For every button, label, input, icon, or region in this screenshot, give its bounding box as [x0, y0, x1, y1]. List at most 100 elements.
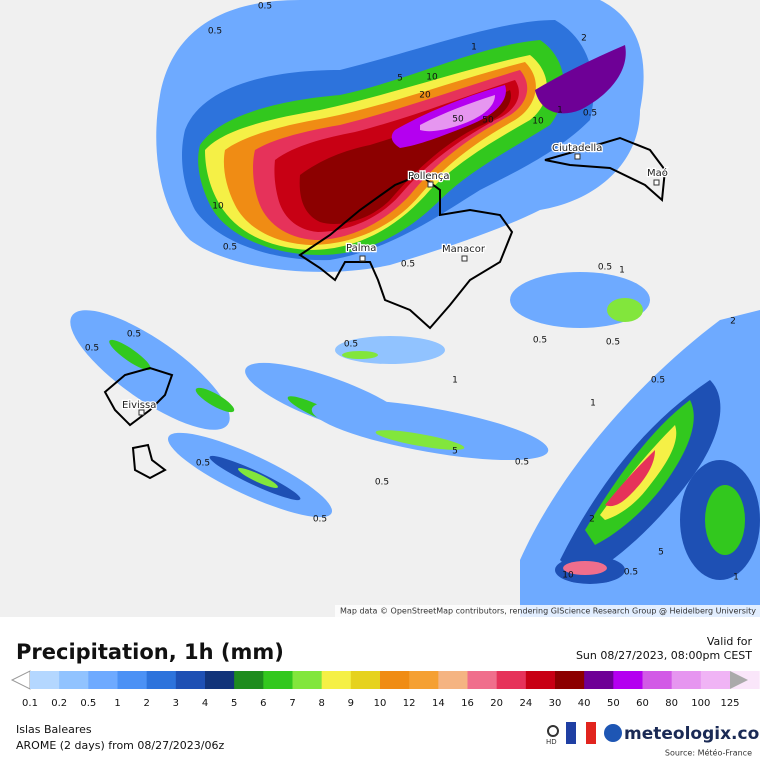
zoom-icon	[547, 725, 559, 737]
contour-label: 1	[557, 106, 563, 116]
place-label: Ciutadella	[552, 143, 602, 154]
contour-label: 0.5	[208, 27, 222, 37]
contour-label: 0.5	[344, 340, 358, 350]
contour-label: 0.5	[515, 458, 529, 468]
contour-label: 20	[419, 91, 431, 101]
colorbar-segment	[409, 671, 439, 689]
colorbar-label: 0.2	[51, 698, 67, 709]
colorbar-label: 10	[374, 698, 387, 709]
precip-bands	[70, 272, 760, 617]
contour-label: 0.5	[196, 459, 210, 469]
contour-label: 1	[619, 266, 625, 276]
colorbar-above	[730, 671, 748, 689]
attribution-bg	[335, 605, 760, 617]
place-label: Pollença	[408, 171, 449, 182]
colorbar-label: 16	[461, 698, 474, 709]
contour-label: 1	[452, 376, 458, 386]
colorbar-segment	[234, 671, 264, 689]
contour-label: 10	[426, 73, 438, 83]
contour-label: 10	[562, 571, 574, 581]
colorbar-segment	[292, 671, 323, 689]
hd: HD	[546, 738, 557, 746]
colorbar-label: 60	[636, 698, 649, 709]
contour-label: 0.5	[223, 243, 237, 253]
contour-label: 0.5	[583, 109, 597, 119]
contour-label: 0.5	[258, 2, 272, 12]
colorbar-segment	[350, 671, 381, 689]
contour-label: 0.5	[375, 478, 389, 488]
map: Palma Pollença Manacor Ciutadella Maó Ei…	[0, 0, 760, 617]
colorbar-segment	[496, 671, 527, 689]
contour-labels: 0.5 0.5 1 5 10 20 50 50 10 2 1 0.5 10 0.5 0.5 0.5 1 2 0.5 0…	[85, 2, 739, 583]
colorbar: 0.1 0.2 0.5 1 2 3 4 5 6 7 8 9 10 12 14 16 20 24 30 40 50 60 80…	[10, 670, 760, 709]
contour-label: 1	[471, 43, 477, 53]
footer: Precipitation, 1h (mm) Valid for Sun 08/…	[10, 635, 760, 758]
contour-label: 1	[733, 573, 739, 583]
contour-label: 0.5	[401, 260, 415, 270]
place-label: Eivissa	[122, 400, 156, 411]
place-label: Maó	[647, 167, 668, 179]
colorbar-segment	[263, 671, 293, 689]
contour-label: 50	[482, 116, 494, 126]
colorbar-segment	[321, 671, 352, 689]
contour-label: 0.5	[127, 330, 141, 340]
logo-icon	[604, 724, 622, 742]
colorbar-label: 3	[173, 698, 179, 709]
colorbar-below	[10, 670, 31, 690]
colorbar-segment	[584, 671, 614, 689]
colorbar-label: 5	[231, 698, 237, 709]
contour-label: 1	[590, 399, 596, 409]
colorbar-label: 4	[202, 698, 208, 709]
colorbar-segment	[467, 671, 498, 689]
model: AROME (2 days) from 08/27/2023/06z	[16, 739, 225, 752]
coastlines	[103, 136, 667, 480]
contour-label: 0.5	[85, 344, 99, 354]
colorbar-label: 6	[260, 698, 266, 709]
contour-label: 10	[212, 202, 224, 212]
colorbar-label: 14	[432, 698, 445, 709]
colorbar-segment	[380, 671, 410, 689]
region: Islas Baleares	[16, 723, 92, 736]
contour-label: 0.5	[624, 568, 638, 578]
colorbar-segment	[88, 671, 118, 689]
contour-label: 0.5	[598, 263, 612, 273]
place-markers	[138, 153, 660, 416]
title: Precipitation, 1h (mm)	[16, 640, 284, 664]
colorbar-label: 12	[403, 698, 416, 709]
contour-label: 0.5	[606, 338, 620, 348]
colorbar-segment	[146, 671, 177, 689]
contour-label: 0.5	[651, 376, 665, 386]
place-label: Palma	[346, 243, 376, 254]
colorbar-label: 50	[607, 698, 620, 709]
colorbar-label: 30	[549, 698, 562, 709]
colorbar-label: 24	[519, 698, 532, 709]
contour-label: 0.5	[313, 515, 327, 525]
contour-label: 2	[730, 317, 736, 327]
colorbar-segment	[613, 671, 643, 689]
colorbar-segment	[438, 671, 468, 689]
colorbar-segment	[30, 671, 60, 689]
colorbar-label: 9	[348, 698, 354, 709]
contour-label: 5	[658, 548, 664, 558]
colorbar-label: 1	[114, 698, 120, 709]
contour-label: 5	[452, 447, 458, 457]
colorbar-segment	[700, 671, 731, 689]
colorbar-label: 40	[578, 698, 591, 709]
colorbar-segment	[555, 671, 585, 689]
source: Source: Météo-France	[665, 748, 752, 758]
place-label: Manacor	[442, 244, 486, 255]
colorbar-segment	[117, 671, 148, 689]
contour-label: 5	[397, 74, 403, 84]
colorbar-label: 80	[665, 698, 678, 709]
precip-north	[156, 0, 644, 272]
attribution: Map data © OpenStreetMap contributors, r…	[340, 607, 756, 616]
valid-time: Sun 08/27/2023, 08:00pm CEST	[576, 649, 752, 662]
colorbar-label: 7	[289, 698, 295, 709]
contour-label: 2	[581, 34, 587, 44]
contour-label: 50	[452, 115, 464, 125]
colorbar-segment	[205, 671, 235, 689]
colorbar-segment	[59, 671, 89, 689]
colorbar-segment	[175, 671, 206, 689]
